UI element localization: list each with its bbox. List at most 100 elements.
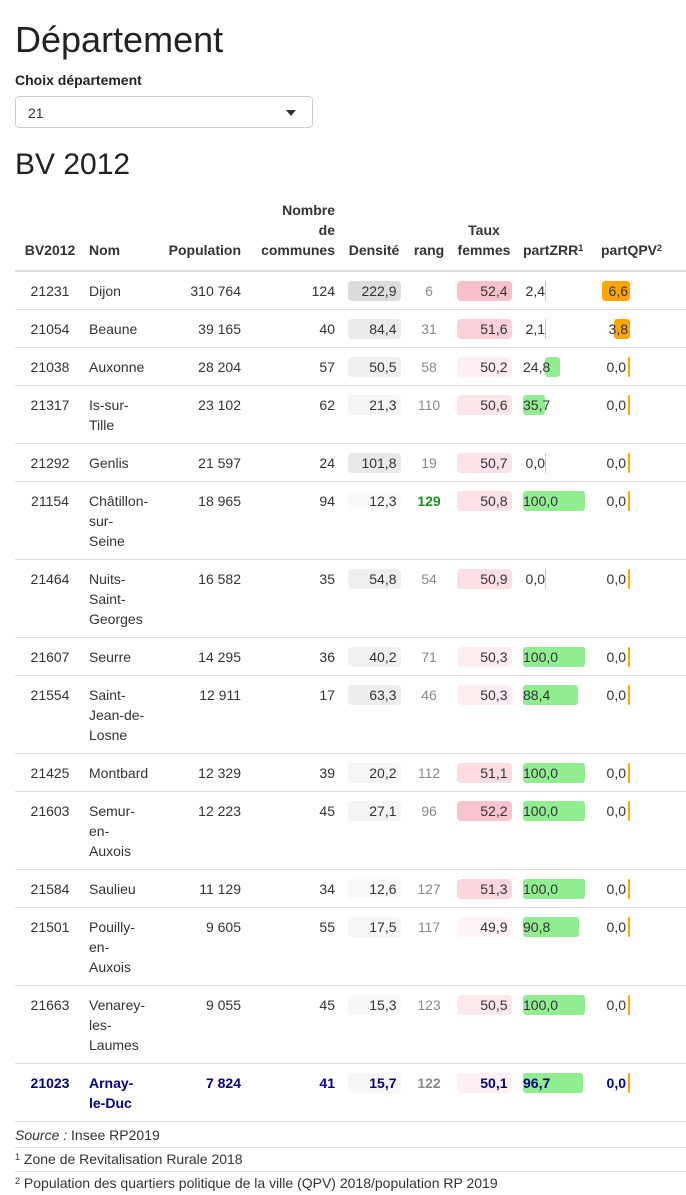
cell-densite: 27,1 <box>347 801 401 821</box>
cell-densite: 12,3 <box>347 491 401 511</box>
cell-taux-femmes: 52,2 <box>456 801 512 821</box>
zrr-bar <box>523 491 585 511</box>
qpv-bar <box>628 569 630 589</box>
table-row: 21501 Pouilly- en- Auxois 9 605 55 17,5 117 49… <box>15 907 686 986</box>
cell-partqpv: 0,0 <box>606 803 626 819</box>
table-header-row: BV2012 Nom Population Nombre de communes D… <box>15 200 686 271</box>
cell-densite: 17,5 <box>347 917 401 937</box>
cell-densite: 222,9 <box>347 281 401 301</box>
qpv-bar <box>602 281 630 301</box>
cell-population: 12 223 <box>198 803 241 819</box>
cell-densite: 101,8 <box>347 453 401 473</box>
zrr-bar <box>523 917 579 937</box>
cell-partzrr: 88,4 <box>523 687 551 703</box>
cell-nb-communes: 17 <box>319 687 335 703</box>
zrr-bar <box>523 1073 583 1093</box>
partqpv-sup: 2 <box>657 243 663 253</box>
cell-partzrr: 100,0 <box>523 881 559 897</box>
cell-densite: 12,6 <box>347 879 401 899</box>
cell-densite: 15,3 <box>347 995 401 1015</box>
cell-rang: 127 <box>417 881 441 897</box>
cell-population: 23 102 <box>198 397 241 413</box>
cell-rang: 96 <box>421 803 437 819</box>
table-row: 21584 Saulieu 11 129 34 12,6 127 51,3 100,0 0,0 <box>15 869 686 908</box>
table-body: 21231 Dijon 310 764 124 222,9 6 52,4 2,4 6,6 2105… <box>15 271 686 1122</box>
cell-nb-communes: 39 <box>319 765 335 781</box>
col-header-partqpv[interactable]: partQPV2 <box>597 200 686 271</box>
col-header-densite[interactable]: Densité <box>348 242 400 258</box>
cell-nom: Arnay- le-Duc <box>89 1075 134 1111</box>
cell-nom: Châtillon- sur- Seine <box>89 493 149 549</box>
selector-label: Choix département <box>15 72 142 88</box>
cell-densite: 21,3 <box>347 395 401 415</box>
cell-taux-femmes: 52,4 <box>456 281 512 301</box>
cell-bv: 21023 <box>30 1075 70 1091</box>
table-row: 21231 Dijon 310 764 124 222,9 6 52,4 2,4 6,6 <box>15 271 686 310</box>
cell-partzrr: 2,1 <box>525 321 545 337</box>
cell-nb-communes: 34 <box>319 881 335 897</box>
zrr-bar <box>545 319 546 339</box>
source-value: Insee RP2019 <box>71 1127 160 1143</box>
col-header-nb-communes[interactable]: Nombre de communes <box>261 202 335 258</box>
col-header-population[interactable]: Population <box>168 242 241 258</box>
cell-nb-communes: 45 <box>319 803 335 819</box>
cell-bv: 21292 <box>30 455 70 471</box>
bv-table: BV2012 Nom Population Nombre de communes D… <box>15 200 686 1122</box>
cell-partzrr: 35,7 <box>523 397 551 413</box>
cell-nb-communes: 45 <box>319 997 335 1013</box>
table-row: 21317 Is-sur- Tille 23 102 62 21,3 110 50,6 35,… <box>15 385 686 444</box>
cell-partqpv: 0,0 <box>606 1075 626 1091</box>
cell-rang: 123 <box>417 997 441 1013</box>
zrr-bar <box>545 281 546 301</box>
cell-nb-communes: 41 <box>319 1075 335 1091</box>
zrr-bar <box>523 685 578 705</box>
cell-population: 7 824 <box>205 1075 241 1091</box>
cell-rang: 31 <box>421 321 437 337</box>
cell-bv: 21603 <box>30 803 70 819</box>
cell-partzrr: 2,4 <box>525 283 545 299</box>
cell-rang: 58 <box>421 359 437 375</box>
cell-nb-communes: 36 <box>319 649 335 665</box>
cell-nb-communes: 94 <box>319 493 335 509</box>
partzrr-label: partZRR <box>523 242 579 258</box>
cell-partzrr: 100,0 <box>523 803 559 819</box>
col-header-nom[interactable]: Nom <box>89 242 121 258</box>
cell-partqpv: 6,6 <box>608 283 628 299</box>
departement-select[interactable]: 21 <box>15 96 313 128</box>
cell-population: 12 911 <box>199 687 241 703</box>
table-row: 21292 Genlis 21 597 24 101,8 19 50,7 0,0 0,0 <box>15 443 686 482</box>
col-header-bv[interactable]: BV2012 <box>24 242 76 258</box>
footnote-1-sup: 1 <box>15 1152 21 1162</box>
col-header-taux-femmes[interactable]: Taux femmes <box>457 222 511 258</box>
cell-nom: Venarey- les- Laumes <box>89 997 146 1053</box>
cell-nom: Saulieu <box>89 881 136 897</box>
cell-partzrr: 96,7 <box>523 1075 551 1091</box>
cell-partqpv: 0,0 <box>606 687 626 703</box>
cell-taux-femmes: 50,8 <box>456 491 512 511</box>
cell-taux-femmes: 50,6 <box>456 395 512 415</box>
cell-partqpv: 0,0 <box>606 571 626 587</box>
cell-rang: 117 <box>417 919 441 935</box>
cell-bv: 21054 <box>30 321 70 337</box>
cell-bv: 21425 <box>30 765 70 781</box>
cell-taux-femmes: 50,9 <box>456 569 512 589</box>
col-header-partzrr[interactable]: partZRR1 <box>519 200 597 271</box>
cell-nom: Is-sur- Tille <box>89 397 129 433</box>
cell-nom: Saint- Jean-de- Losne <box>89 687 145 743</box>
col-header-rang[interactable]: rang <box>413 242 445 258</box>
cell-densite: 15,7 <box>347 1073 401 1093</box>
cell-partqpv: 0,0 <box>606 455 626 471</box>
cell-partqpv: 0,0 <box>606 649 626 665</box>
cell-partqpv: 0,0 <box>606 919 626 935</box>
cell-population: 16 582 <box>198 571 241 587</box>
cell-nom: Pouilly- en- Auxois <box>89 919 135 975</box>
zrr-bar <box>523 995 585 1015</box>
cell-bv: 21464 <box>30 571 70 587</box>
cell-partzrr: 0,0 <box>525 571 545 587</box>
cell-taux-femmes: 51,1 <box>456 763 512 783</box>
cell-partzrr: 90,8 <box>523 919 551 935</box>
caret-down-icon <box>286 110 296 116</box>
qpv-bar <box>628 453 630 473</box>
footnote-2-sup: 2 <box>15 1176 21 1186</box>
